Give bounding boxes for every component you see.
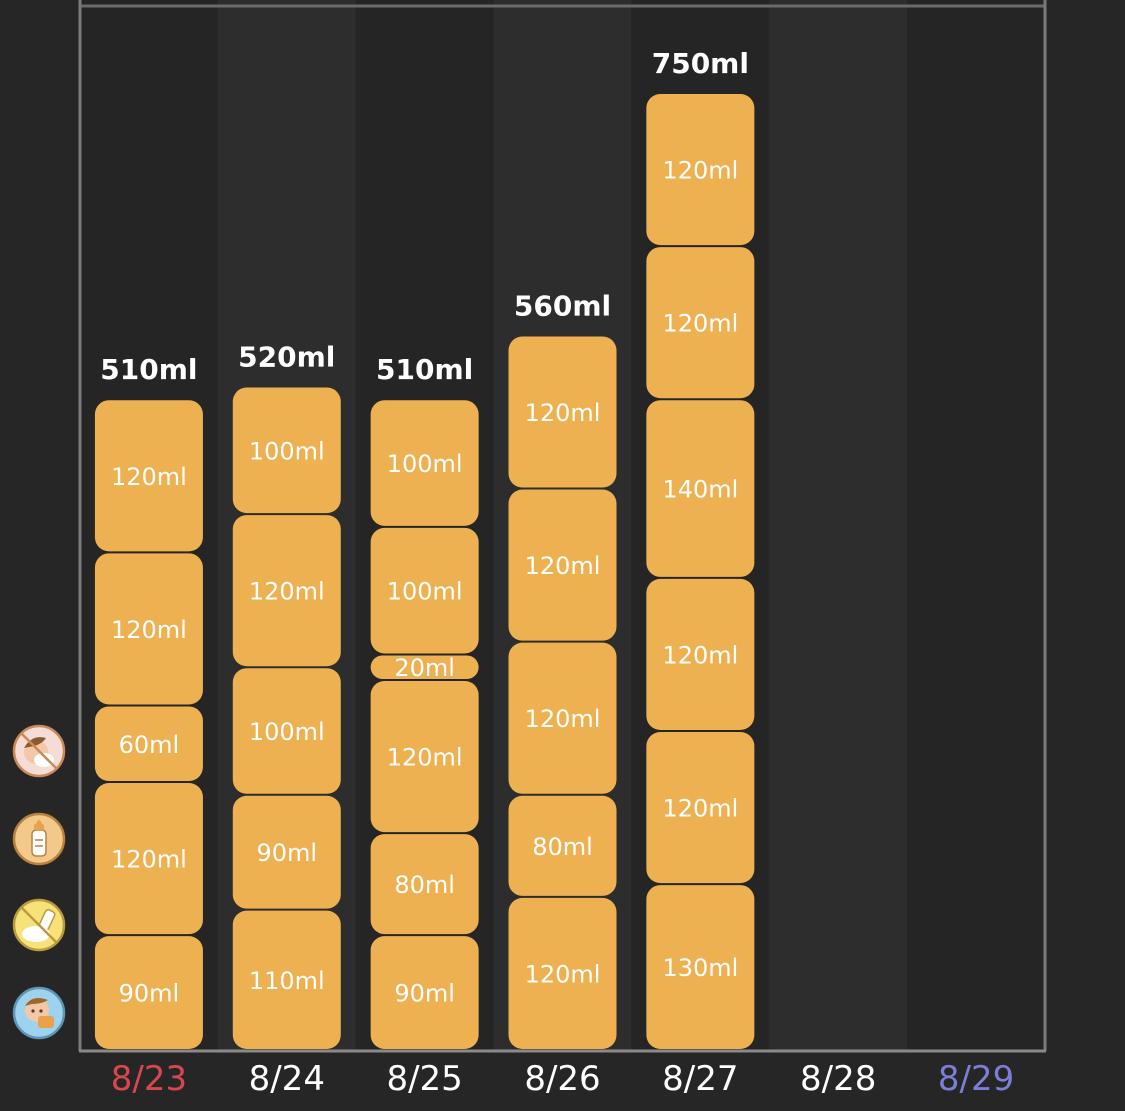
segment-value-label: 140ml (662, 476, 738, 504)
date-tick-label[interactable]: 8/23 (111, 1059, 187, 1099)
segment-value-label: 100ml (387, 450, 463, 478)
segment-value-label: 100ml (249, 437, 325, 465)
date-tick-label[interactable]: 8/26 (524, 1059, 600, 1099)
bar-segment[interactable] (508, 897, 617, 1049)
date-tick-label[interactable]: 8/29 (938, 1059, 1014, 1099)
segment-value-label: 20ml (394, 654, 455, 682)
segment-value-label: 120ml (525, 960, 601, 988)
segment-value-label: 100ml (249, 718, 325, 746)
bar-segment[interactable] (232, 910, 341, 1049)
bar-segment[interactable] (232, 668, 341, 794)
column-background (907, 0, 1045, 1050)
pumped-milk-icon[interactable] (12, 898, 66, 952)
bar-segment[interactable] (370, 834, 479, 935)
bar-segment[interactable] (370, 655, 479, 679)
plot-frame (78, 0, 1047, 1053)
breastfeeding-icon[interactable] (12, 724, 66, 778)
chart-labels: 90ml 120ml 60ml 120ml 120ml 510ml 8/23 110ml 90m… (100, 47, 1014, 1099)
segment-value-label: 120ml (525, 399, 601, 427)
bar-total-label: 750ml (652, 47, 749, 80)
date-tick-label[interactable]: 8/25 (386, 1059, 462, 1099)
date-tick-label[interactable]: 8/24 (249, 1059, 325, 1099)
bar-segment[interactable] (646, 94, 755, 246)
segment-value-label: 110ml (249, 967, 325, 995)
bar-segment[interactable] (646, 732, 755, 884)
bar-segment[interactable] (232, 515, 341, 667)
bar-segment[interactable] (94, 400, 203, 552)
segment-value-label: 120ml (387, 744, 463, 772)
segment-value-label: 120ml (111, 616, 187, 644)
segment-value-label: 120ml (662, 310, 738, 338)
bar-segment[interactable] (370, 936, 479, 1049)
segment-value-label: 80ml (394, 871, 455, 899)
bar-segment[interactable] (94, 783, 203, 935)
segment-value-label: 120ml (662, 641, 738, 669)
bar-total-label: 510ml (376, 353, 473, 386)
segment-value-label: 90ml (394, 980, 455, 1008)
bar-segment[interactable] (508, 336, 617, 488)
column-background (769, 0, 908, 1050)
segment-value-label: 60ml (119, 731, 180, 759)
bar-segment[interactable] (508, 489, 617, 641)
segment-value-label: 120ml (249, 578, 325, 606)
bar-segment[interactable] (232, 387, 341, 514)
bar-segment[interactable] (646, 578, 755, 730)
segment-value-label: 130ml (662, 954, 738, 982)
bar-total-label: 520ml (238, 340, 335, 373)
bar-segment[interactable] (94, 553, 203, 705)
segment-value-label: 90ml (119, 980, 180, 1008)
bar-segments (94, 94, 755, 1049)
baby-food-icon[interactable] (12, 986, 66, 1040)
segment-value-label: 80ml (532, 833, 593, 861)
segment-value-label: 90ml (256, 839, 317, 867)
date-tick-label[interactable]: 8/27 (662, 1059, 738, 1099)
bar-segment[interactable] (646, 885, 755, 1049)
bar-segment[interactable] (508, 795, 617, 896)
segment-value-label: 120ml (111, 846, 187, 874)
bar-segment[interactable] (508, 642, 617, 794)
bar-segment[interactable] (94, 706, 203, 782)
bar-segment[interactable] (370, 527, 479, 654)
bar-segment[interactable] (646, 247, 755, 399)
segment-value-label: 120ml (111, 463, 187, 491)
date-tick-label[interactable]: 8/28 (800, 1059, 876, 1099)
segment-value-label: 120ml (662, 795, 738, 823)
bar-segment[interactable] (646, 400, 755, 577)
bar-total-label: 510ml (100, 353, 197, 386)
segment-value-label: 120ml (525, 552, 601, 580)
segment-value-label: 120ml (525, 705, 601, 733)
segment-value-label: 100ml (387, 578, 463, 606)
bar-total-label: 560ml (514, 289, 611, 322)
bar-segment[interactable] (370, 680, 479, 833)
bar-segment[interactable] (94, 936, 203, 1049)
segment-value-label: 120ml (662, 157, 738, 185)
bar-segment[interactable] (370, 400, 479, 526)
baby-bottle-icon[interactable] (12, 812, 66, 866)
bar-segment[interactable] (232, 795, 341, 909)
